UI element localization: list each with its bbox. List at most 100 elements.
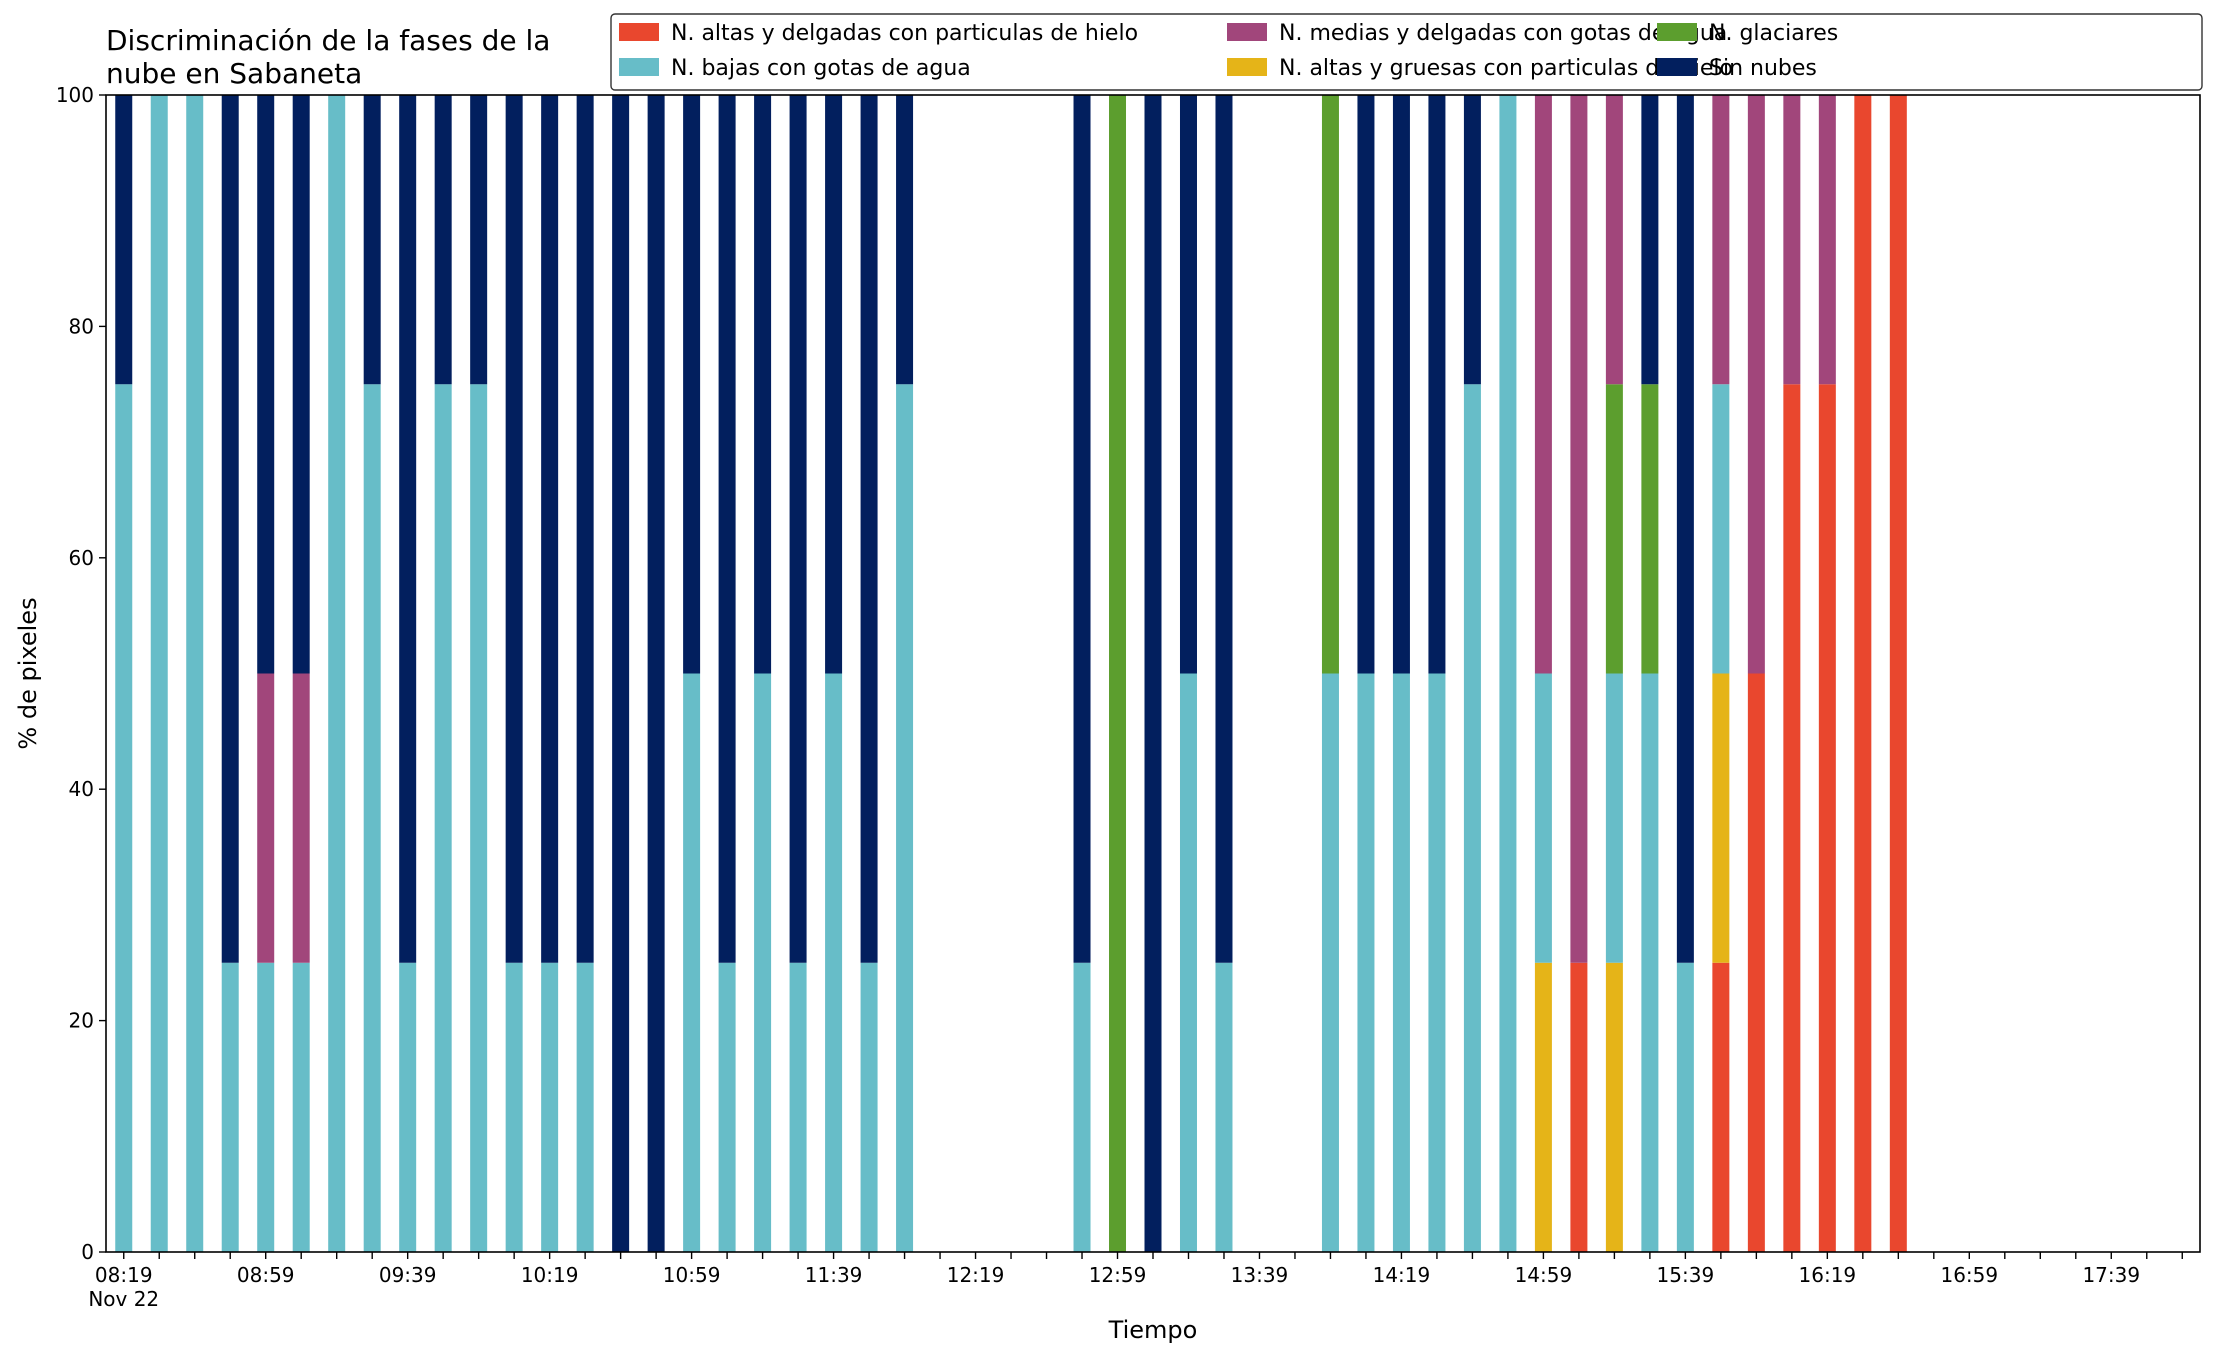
- bar-segment: [1676, 95, 1694, 963]
- bar-segment: [1144, 95, 1162, 1252]
- bar-segment: [115, 95, 133, 385]
- bars-layer: [115, 95, 1907, 1252]
- bar-segment: [1641, 384, 1659, 674]
- bar-segment: [1463, 95, 1481, 385]
- chart-title: Discriminación de la fases de la nube en …: [106, 24, 550, 90]
- legend-box: [610, 13, 2203, 91]
- bar-segment: [1073, 95, 1091, 963]
- bar-segment: [1783, 95, 1801, 385]
- x-tick-label: 17:39: [2082, 1263, 2140, 1287]
- bar-segment: [257, 673, 275, 963]
- bar-segment: [647, 95, 665, 1252]
- bar-segment: [1428, 95, 1446, 674]
- bar-segment: [896, 384, 914, 1252]
- bar-segment: [1392, 95, 1410, 674]
- bar-segment: [825, 95, 843, 674]
- bar-segment: [292, 95, 310, 674]
- bar-segment: [115, 384, 133, 1252]
- bar-segment: [718, 962, 736, 1252]
- bar-segment: [1357, 95, 1375, 674]
- bar-segment: [1392, 673, 1410, 1252]
- bar-segment: [860, 95, 878, 963]
- bar-segment: [221, 95, 239, 963]
- bar-segment: [363, 95, 381, 385]
- bar-segment: [1712, 673, 1730, 963]
- x-tick-label: 13:39: [1231, 1263, 1289, 1287]
- legend-swatch: [1227, 23, 1267, 41]
- bar-segment: [1109, 95, 1127, 1252]
- x-tick-label: 16:59: [1940, 1263, 1998, 1287]
- legend-label: N. altas y delgadas con particulas de hi…: [671, 21, 1138, 46]
- bar-segment: [1641, 95, 1659, 385]
- x-tick-label: 09:39: [379, 1263, 437, 1287]
- y-tick-label: 100: [56, 83, 94, 107]
- bar-segment: [434, 384, 452, 1252]
- bar-segment: [363, 384, 381, 1252]
- y-axis: 0 20 40 60 80 100: [56, 83, 106, 1264]
- bar-segment: [292, 962, 310, 1252]
- bar-segment: [1534, 962, 1552, 1252]
- y-tick-label: 0: [81, 1240, 94, 1264]
- bar-segment: [1215, 95, 1233, 963]
- bar-segment: [257, 962, 275, 1252]
- bar-segment: [1463, 384, 1481, 1252]
- bar-segment: [1818, 95, 1836, 385]
- bar-segment: [1818, 384, 1836, 1252]
- bar-segment: [576, 962, 594, 1252]
- legend-label: Sin nubes: [1709, 56, 1817, 81]
- bar-segment: [754, 95, 772, 674]
- bar-segment: [860, 962, 878, 1252]
- bar-segment: [1570, 962, 1588, 1252]
- x-axis-label: Tiempo: [1108, 1316, 1198, 1344]
- x-tick-label: 16:19: [1799, 1263, 1857, 1287]
- bar-segment: [1605, 962, 1623, 1252]
- x-tick-label: 12:19: [947, 1263, 1005, 1287]
- bar-segment: [1179, 95, 1197, 674]
- bar-segment: [1783, 384, 1801, 1252]
- legend-swatch: [1657, 58, 1697, 76]
- legend-swatch: [619, 58, 659, 76]
- x-tick-label: 10:19: [521, 1263, 579, 1287]
- bar-segment: [505, 95, 523, 963]
- y-tick-label: 80: [69, 314, 94, 338]
- bar-segment: [434, 95, 452, 385]
- x-tick-label: 14:59: [1515, 1263, 1573, 1287]
- bar-segment: [789, 962, 807, 1252]
- bar-segment: [683, 673, 701, 1252]
- bar-segment: [896, 95, 914, 385]
- legend-label: N. medias y delgadas con gotas de agua: [1279, 21, 1727, 46]
- bar-segment: [1889, 95, 1907, 1252]
- bar-segment: [1676, 962, 1694, 1252]
- bar-segment: [1428, 673, 1446, 1252]
- bar-segment: [186, 95, 204, 1252]
- legend-swatch: [619, 23, 659, 41]
- bar-segment: [1570, 95, 1588, 963]
- bar-segment: [1605, 384, 1623, 674]
- bar-segment: [1712, 962, 1730, 1252]
- bar-segment: [399, 962, 417, 1252]
- legend-label: N. bajas con gotas de agua: [671, 56, 971, 81]
- bar-segment: [505, 962, 523, 1252]
- bar-segment: [470, 384, 488, 1252]
- legend: N. altas y delgadas con particulas de hi…: [610, 13, 2203, 91]
- bar-segment: [1605, 673, 1623, 963]
- bar-segment: [1357, 673, 1375, 1252]
- bar-segment: [576, 95, 594, 963]
- bar-segment: [1747, 95, 1765, 674]
- y-tick-label: 40: [69, 777, 94, 801]
- bar-segment: [1321, 673, 1339, 1252]
- bar-segment: [789, 95, 807, 963]
- bar-segment: [1073, 962, 1091, 1252]
- y-tick-label: 20: [69, 1009, 94, 1033]
- bar-segment: [150, 95, 168, 1252]
- x-date-label: Nov 22: [88, 1287, 159, 1311]
- bar-segment: [1179, 673, 1197, 1252]
- bar-segment: [612, 95, 630, 1252]
- bar-segment: [1534, 95, 1552, 674]
- bar-segment: [328, 95, 346, 1252]
- bar-segment: [541, 962, 559, 1252]
- bar-segment: [470, 95, 488, 385]
- bar-segment: [1499, 95, 1517, 1252]
